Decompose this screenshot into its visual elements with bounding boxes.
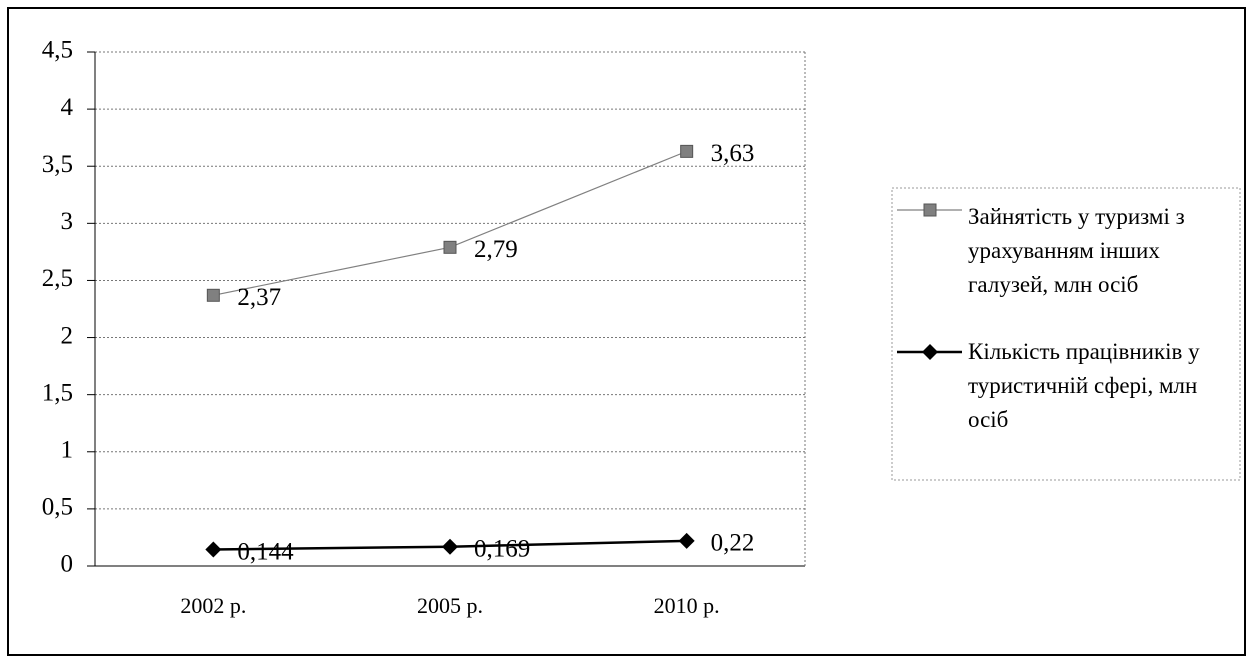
x-tick-label: 2005 р. xyxy=(417,593,483,618)
data-label: 0,144 xyxy=(237,538,294,565)
y-tick-label: 1 xyxy=(61,437,74,464)
x-tick-label: 2002 р. xyxy=(180,593,246,618)
y-tick-label: 4,5 xyxy=(42,37,73,64)
y-tick-label: 3 xyxy=(61,208,74,235)
y-tick-label: 0 xyxy=(61,551,74,578)
y-tick-label: 0,5 xyxy=(42,494,73,521)
x-tick-label: 2010 р. xyxy=(654,593,720,618)
data-label: 2,79 xyxy=(474,236,518,263)
marker xyxy=(442,538,458,555)
y-tick-label: 2 xyxy=(61,322,74,349)
y-tick-label: 2,5 xyxy=(42,265,73,292)
marker xyxy=(922,344,938,360)
marker xyxy=(678,532,695,549)
chart-border xyxy=(7,7,1246,656)
marker xyxy=(443,240,457,254)
marker xyxy=(923,203,937,217)
data-label: 0,169 xyxy=(474,535,530,562)
data-label: 0,22 xyxy=(711,530,755,557)
marker xyxy=(205,541,222,558)
marker xyxy=(206,288,220,302)
data-label: 3,63 xyxy=(711,140,755,167)
y-tick-label: 4 xyxy=(61,94,74,121)
y-tick-label: 3,5 xyxy=(42,151,73,178)
y-tick-label: 1,5 xyxy=(42,379,73,406)
legend-label: Зайнятість у туризмі з урахуванням інших… xyxy=(968,204,1185,297)
legend-label: Кількість працівників у туристичній сфер… xyxy=(968,339,1200,432)
legend-box xyxy=(891,187,1241,481)
data-label: 2,37 xyxy=(237,284,281,311)
marker xyxy=(680,144,694,158)
